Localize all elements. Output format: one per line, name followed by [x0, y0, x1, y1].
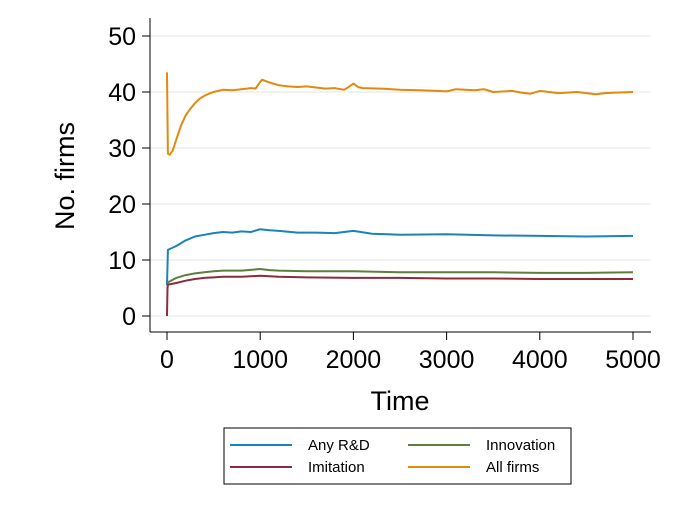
- x-tick-label-1: 1000: [232, 346, 288, 374]
- y-tick-label-3: 30: [108, 135, 136, 163]
- axes: [142, 18, 651, 340]
- legend-label-imitation: Imitation: [308, 459, 365, 476]
- legend-label-any-r-d: Any R&D: [308, 437, 370, 454]
- y-tick-label-5: 50: [108, 23, 136, 51]
- legend-label-all-firms: All firms: [486, 459, 539, 476]
- y-tick-label-1: 10: [108, 247, 136, 275]
- tick-labels: 0 10 20 30 40 50 0 1000 2000 3000 4000 5000: [108, 23, 661, 374]
- x-tick-label-5: 5000: [605, 346, 661, 374]
- series-line-imitation: [166, 274, 633, 317]
- y-tick-label-2: 20: [108, 191, 136, 219]
- legend-box: [223, 427, 572, 485]
- series-line-innovation: [166, 268, 634, 285]
- y-axis-title: No. firms: [50, 122, 80, 230]
- y-tick-label-4: 40: [108, 79, 136, 107]
- x-tick-label-2: 2000: [326, 346, 382, 374]
- legend: Any R&D Innovation Imitation All firms: [223, 427, 572, 485]
- series-lines: [166, 72, 634, 317]
- x-tick-label-3: 3000: [419, 346, 475, 374]
- legend-label-innovation: Innovation: [486, 437, 555, 454]
- series-line-all-firms: [166, 72, 634, 156]
- x-axis-title: Time: [371, 386, 430, 416]
- y-tick-label-0: 0: [122, 303, 136, 331]
- series-line-any-r-d: [166, 228, 634, 286]
- gridlines: [151, 35, 651, 317]
- x-tick-label-4: 4000: [512, 346, 568, 374]
- x-tick-label-0: 0: [160, 346, 174, 374]
